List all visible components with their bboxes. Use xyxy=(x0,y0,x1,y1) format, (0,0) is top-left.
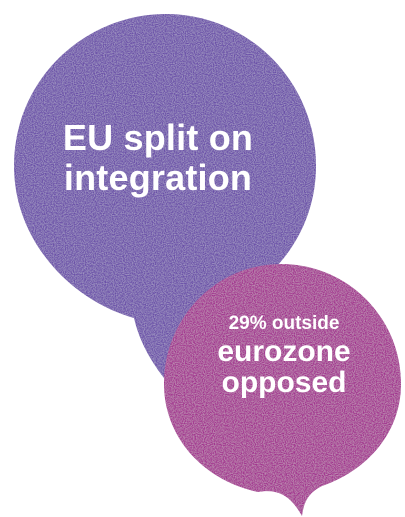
magenta-bubble-line-2: eurozone xyxy=(217,335,351,368)
magenta-bubble-line-1: 29% outside xyxy=(228,313,340,334)
purple-bubble-text: EU split on integration xyxy=(38,118,278,198)
purple-bubble-line-2: integration xyxy=(63,157,253,198)
magenta-speech-bubble xyxy=(164,264,401,516)
magenta-bubble-line-3: opposed xyxy=(221,366,347,399)
purple-speech-bubble xyxy=(14,14,316,392)
magenta-bubble-text: 29% outside eurozone opposed xyxy=(192,312,376,398)
purple-bubble-line-1: EU split on xyxy=(62,117,254,158)
